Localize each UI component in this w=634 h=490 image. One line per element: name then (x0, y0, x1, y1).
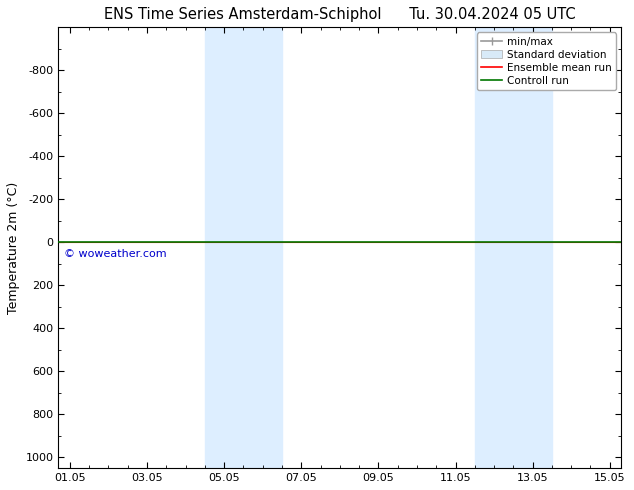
Bar (475, 27, 552, 468)
Text: © woweather.com: © woweather.com (64, 249, 167, 259)
Y-axis label: Temperature 2m (°C): Temperature 2m (°C) (7, 182, 20, 314)
Title: ENS Time Series Amsterdam-Schiphol      Tu. 30.04.2024 05 UTC: ENS Time Series Amsterdam-Schiphol Tu. 3… (104, 7, 576, 22)
Bar (205, 27, 282, 468)
Legend: min/max, Standard deviation, Ensemble mean run, Controll run: min/max, Standard deviation, Ensemble me… (477, 32, 616, 90)
